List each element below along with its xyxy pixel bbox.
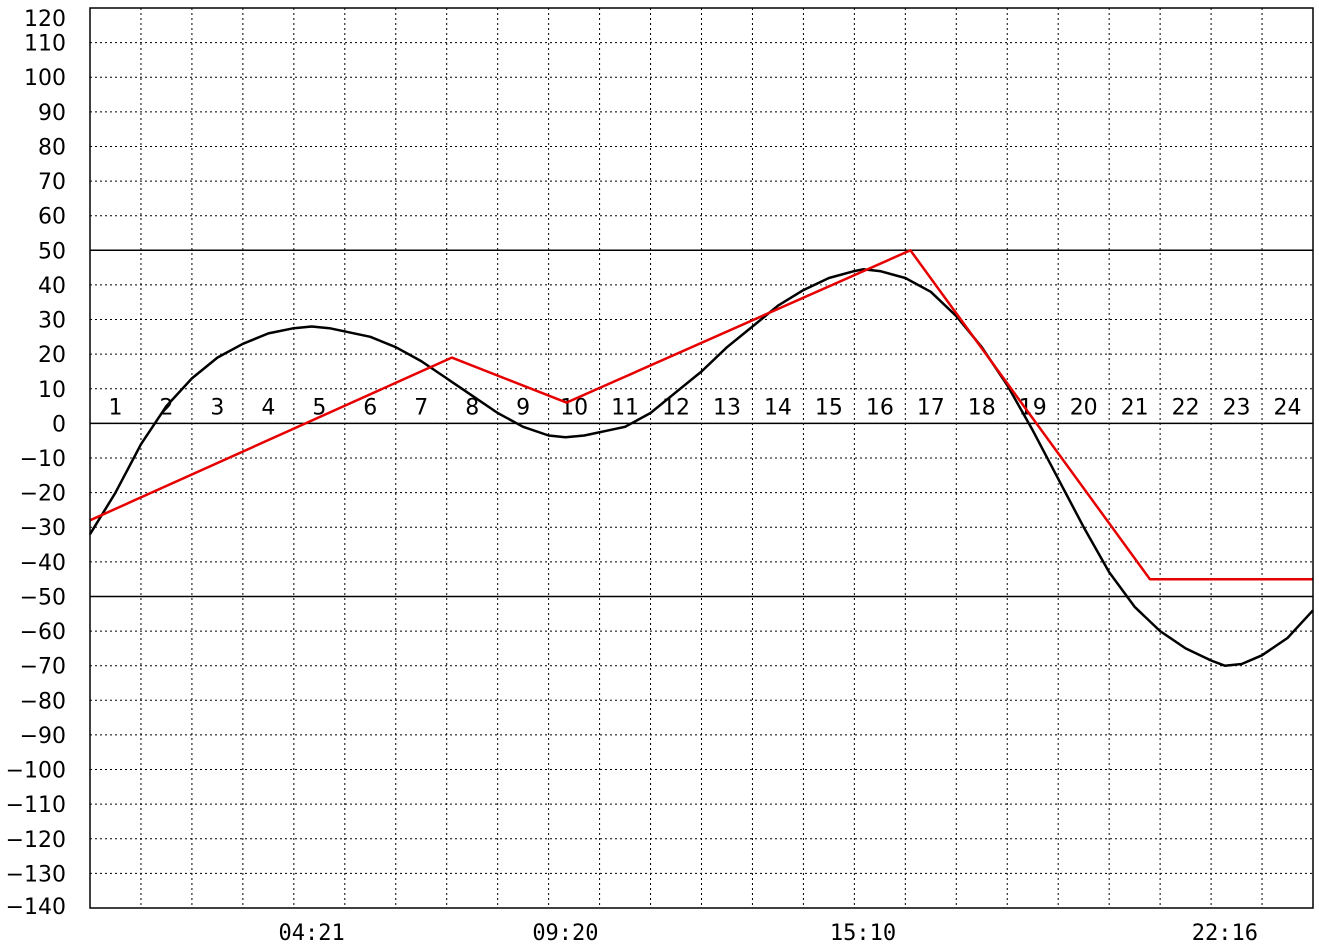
time-label: 22:16 — [1192, 921, 1258, 946]
time-labels: 04:21 09:20 15:10 22:16 — [279, 921, 1258, 946]
time-label: 09:20 — [532, 921, 598, 946]
hour-label: 11 — [611, 395, 639, 420]
y-axis-ticks: 1201101009080706050403020100−10−20−30−40… — [6, 7, 66, 920]
y-tick-label: −50 — [20, 585, 66, 610]
y-tick-label: 70 — [38, 170, 66, 195]
y-tick-label: −80 — [20, 689, 66, 714]
y-tick-label: 60 — [38, 205, 66, 230]
hour-label: 15 — [815, 395, 843, 420]
y-tick-label: 80 — [38, 135, 66, 160]
y-tick-label: −40 — [20, 551, 66, 576]
hour-label: 4 — [261, 395, 275, 420]
y-tick-label: −110 — [6, 793, 66, 818]
reference-lines — [90, 249, 1313, 598]
hour-label: 18 — [968, 395, 996, 420]
series-line-black — [88, 268, 1314, 667]
hour-label: 16 — [866, 395, 894, 420]
y-tick-label: −140 — [6, 895, 66, 920]
series-line-red — [89, 249, 1313, 581]
y-tick-label: −90 — [20, 724, 66, 749]
hour-label: 1 — [108, 395, 122, 420]
hour-labels: 1 2 3 4 5 6 7 8 9 10 11 12 13 14 15 16 17 18 19 20 21 22 23 24 — [108, 395, 1301, 420]
y-tick-label: −70 — [20, 655, 66, 680]
y-tick-label: 40 — [38, 274, 66, 299]
hour-label: 17 — [917, 395, 945, 420]
time-label: 04:21 — [279, 921, 345, 946]
hour-label: 21 — [1121, 395, 1149, 420]
grid — [90, 8, 1313, 908]
y-tick-label: −30 — [20, 516, 66, 541]
hour-label: 7 — [414, 395, 428, 420]
y-tick-label: −100 — [6, 759, 66, 784]
y-tick-label: −130 — [6, 862, 66, 887]
hour-label: 14 — [764, 395, 792, 420]
y-tick-label: 100 — [24, 66, 66, 91]
series — [88, 249, 1314, 667]
y-tick-label: 120 — [24, 7, 66, 32]
hour-label: 22 — [1172, 395, 1200, 420]
hour-label: 6 — [363, 395, 377, 420]
hour-label: 9 — [516, 395, 530, 420]
y-tick-label: −20 — [20, 482, 66, 507]
y-tick-label: 50 — [38, 239, 66, 264]
y-tick-label: 20 — [38, 343, 66, 368]
y-tick-label: 110 — [24, 32, 66, 57]
hour-label: 13 — [713, 395, 741, 420]
y-tick-label: 90 — [38, 101, 66, 126]
y-tick-label: 10 — [38, 378, 66, 403]
y-tick-label: 0 — [52, 412, 66, 437]
hour-label: 23 — [1223, 395, 1251, 420]
plot-frame — [89, 7, 1314, 909]
hour-label: 5 — [312, 395, 326, 420]
y-tick-label: 30 — [38, 309, 66, 334]
hour-label: 3 — [210, 395, 224, 420]
y-tick-label: −60 — [20, 620, 66, 645]
hour-label: 20 — [1070, 395, 1098, 420]
hour-label: 8 — [465, 395, 479, 420]
y-tick-label: −10 — [20, 447, 66, 472]
time-label: 15:10 — [830, 921, 896, 946]
hour-label: 24 — [1274, 395, 1302, 420]
y-tick-label: −120 — [6, 828, 66, 853]
